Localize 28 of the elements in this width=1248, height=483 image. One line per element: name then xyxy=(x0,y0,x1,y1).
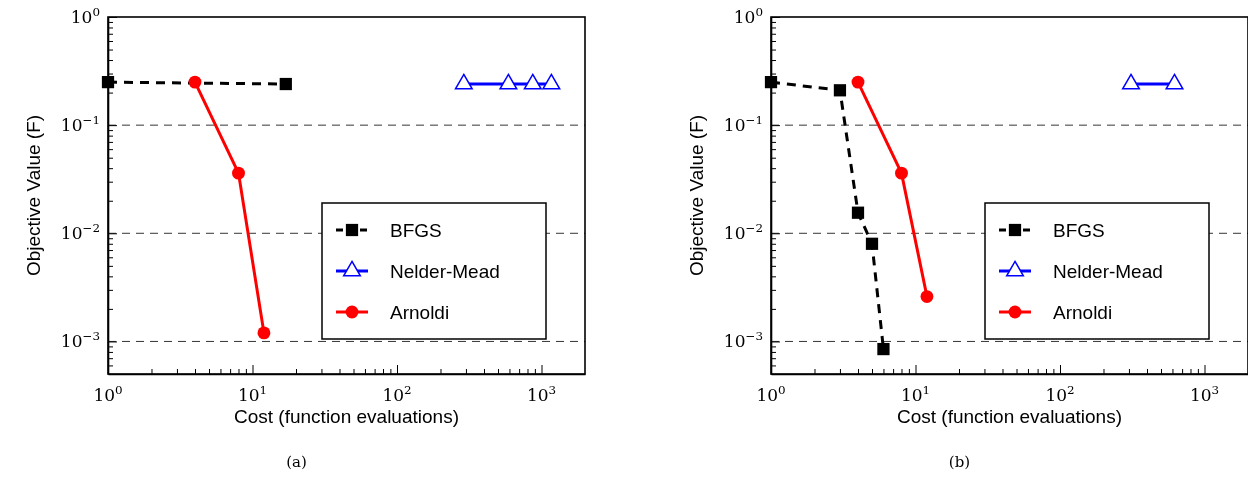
legend-label: BFGS xyxy=(1053,220,1105,241)
x-tick-label: 10$^{3}$ xyxy=(526,383,557,405)
y-axis-title: Objective Value (F) xyxy=(23,114,44,277)
y-tick-label: 10$^{−1}$ xyxy=(60,113,100,136)
legend-label: Nelder-Mead xyxy=(390,261,500,282)
legend-label: Nelder-Mead xyxy=(1053,261,1163,282)
x-tick-label: 10$^{2}$ xyxy=(382,383,412,405)
y-tick-label: 10$^{−3}$ xyxy=(60,329,100,352)
legend-label: Arnoldi xyxy=(390,302,450,323)
x-tick-label: 10$^{1}$ xyxy=(237,383,268,405)
y-tick-label: 10$^{−2}$ xyxy=(723,221,763,244)
y-axis-title: Objective Value (F) xyxy=(686,114,707,277)
x-tick-label: 10$^{1}$ xyxy=(900,383,931,405)
x-tick-label: 10$^{2}$ xyxy=(1045,383,1075,405)
text: (a) xyxy=(286,453,307,471)
x-tick-label: 10$^{3}$ xyxy=(1189,383,1220,405)
legend-label: Arnoldi xyxy=(1053,302,1113,323)
y-tick-label: 10$^{−2}$ xyxy=(60,221,100,244)
x-axis-title: Cost (function evaluations) xyxy=(234,406,459,427)
y-tick-label: 10$^{0}$ xyxy=(70,5,100,27)
legend-label: BFGS xyxy=(390,220,442,241)
y-tick-label: 10$^{0}$ xyxy=(733,5,763,27)
x-tick-label: 10$^{0}$ xyxy=(93,383,123,405)
x-tick-label: 10$^{0}$ xyxy=(756,383,786,405)
y-tick-label: 10$^{−3}$ xyxy=(723,329,763,352)
y-tick-label: 10$^{−1}$ xyxy=(723,113,763,136)
x-axis-title: Cost (function evaluations) xyxy=(897,406,1122,427)
text: (b) xyxy=(948,453,971,471)
